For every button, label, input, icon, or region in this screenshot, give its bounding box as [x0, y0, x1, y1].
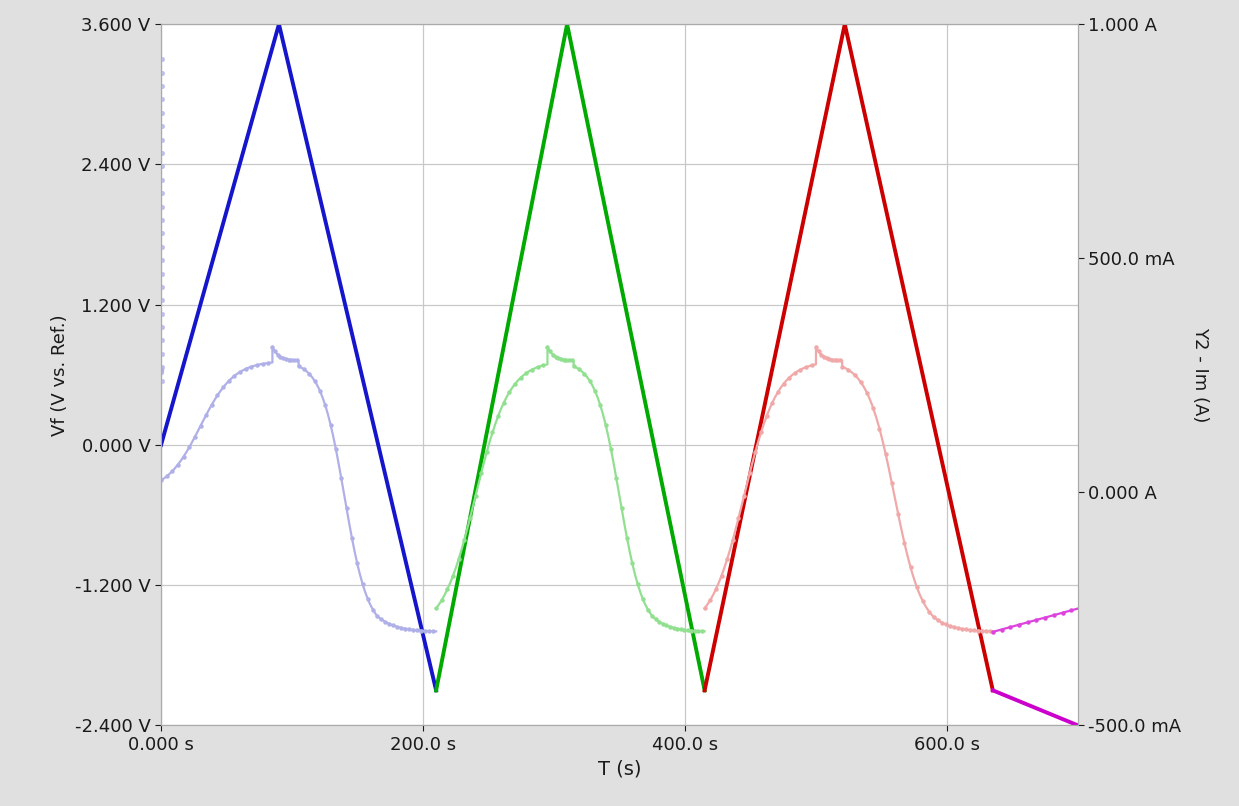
Y-axis label: Y2 - Im (A): Y2 - Im (A) — [1191, 327, 1209, 422]
Point — [152, 106, 172, 119]
Y-axis label: Vf (V vs. Ref.): Vf (V vs. Ref.) — [51, 314, 69, 435]
Point — [152, 347, 172, 360]
Point — [152, 80, 172, 93]
Point — [152, 280, 172, 293]
Point — [152, 267, 172, 280]
X-axis label: T (s): T (s) — [597, 759, 642, 779]
Point — [152, 200, 172, 213]
Point — [151, 364, 171, 376]
Point — [152, 321, 172, 334]
Point — [152, 66, 172, 79]
Point — [152, 334, 172, 347]
Point — [152, 374, 172, 387]
Point — [152, 187, 172, 200]
Point — [152, 254, 172, 267]
Point — [152, 147, 172, 160]
Point — [151, 365, 171, 378]
Point — [152, 120, 172, 133]
Point — [152, 240, 172, 253]
Point — [152, 307, 172, 320]
Point — [152, 173, 172, 186]
Point — [152, 53, 172, 66]
Point — [152, 93, 172, 106]
Point — [151, 363, 171, 376]
Point — [152, 160, 172, 172]
Point — [152, 133, 172, 146]
Point — [152, 294, 172, 307]
Point — [152, 226, 172, 239]
Point — [152, 361, 172, 374]
Point — [152, 214, 172, 226]
